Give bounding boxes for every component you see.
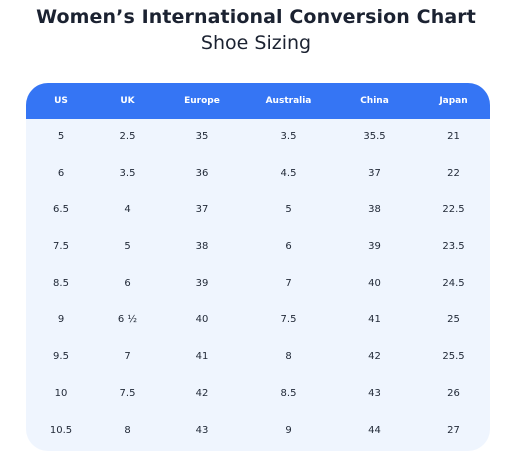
table-cell-japan: 25.5 bbox=[442, 351, 465, 363]
table-cell-china: 42 bbox=[368, 351, 381, 363]
table-cell-china: 40 bbox=[368, 277, 381, 289]
table-row: 8.5 6 39 7 40 24.5 bbox=[26, 266, 490, 303]
table-row: 9.5 7 41 8 42 25.5 bbox=[26, 339, 490, 376]
table-cell-us: 8.5 bbox=[53, 277, 69, 289]
table-cell-europe: 37 bbox=[195, 204, 209, 216]
table-cell-europe: 40 bbox=[195, 314, 209, 326]
table-cell-europe: 35 bbox=[195, 131, 209, 142]
table-cell-china: 35.5 bbox=[363, 131, 386, 142]
header-china: China bbox=[360, 96, 389, 106]
table-cell-australia: 5 bbox=[285, 204, 292, 216]
table-cell-japan: 22 bbox=[447, 167, 460, 179]
table-row: 10.5 8 43 9 44 27 bbox=[26, 413, 490, 450]
table-cell-japan: 22.5 bbox=[442, 204, 465, 216]
table-cell-uk: 2.5 bbox=[119, 131, 136, 142]
header-us: US bbox=[54, 96, 68, 106]
header-japan: Japan bbox=[439, 96, 468, 106]
table-cell-europe: 42 bbox=[195, 387, 209, 399]
table-cell-australia: 6 bbox=[285, 241, 292, 253]
table-cell-japan: 26 bbox=[447, 387, 460, 399]
table-cell-us: 5 bbox=[57, 131, 65, 142]
table-cell-china: 44 bbox=[368, 424, 381, 436]
table-cell-us: 9.5 bbox=[53, 351, 69, 363]
table-cell-europe: 43 bbox=[195, 424, 209, 436]
table-cell-uk: 6 bbox=[124, 277, 131, 289]
table-cell-australia: 8 bbox=[285, 351, 292, 363]
table-cell-europe: 38 bbox=[195, 241, 209, 253]
table-cell-us: 6 bbox=[57, 167, 65, 179]
table-cell-us: 10 bbox=[54, 387, 68, 399]
table-row: 7.5 5 38 6 39 23.5 bbox=[26, 229, 490, 266]
table-cell-australia: 3.5 bbox=[280, 131, 297, 142]
table-row: 6 3.5 36 4.5 37 22 bbox=[26, 156, 490, 193]
table-cell-australia: 4.5 bbox=[280, 167, 297, 179]
table-cell-europe: 41 bbox=[195, 351, 209, 363]
table-row: 9 6 ½ 40 7.5 41 25 bbox=[26, 302, 490, 339]
header-europe: Europe bbox=[184, 96, 220, 106]
table-header: US UK Europe Australia China Japan bbox=[26, 83, 490, 119]
table-cell-uk: 5 bbox=[124, 241, 131, 253]
table-cell-europe: 36 bbox=[195, 167, 209, 179]
chart-title: Women’s International Conversion Chart bbox=[36, 6, 476, 28]
table-cell-uk: 7 bbox=[124, 351, 131, 363]
table-cell-japan: 27 bbox=[447, 424, 460, 436]
header-australia: Australia bbox=[265, 96, 312, 106]
table-cell-china: 41 bbox=[368, 314, 381, 326]
table-row: 10 7.5 42 8.5 43 26 bbox=[26, 376, 490, 413]
table-body: 5 2.5 35 3.5 35.5 21 6 3.5 36 4.5 37 22 … bbox=[26, 119, 490, 449]
table-cell-china: 37 bbox=[368, 167, 381, 179]
table-cell-us: 10.5 bbox=[49, 424, 73, 436]
table-row: 6.5 4 37 5 38 22.5 bbox=[26, 192, 490, 229]
table-cell-australia: 7 bbox=[285, 277, 292, 289]
table-row: 5 2.5 35 3.5 35.5 21 bbox=[26, 119, 490, 156]
table-cell-japan: 23.5 bbox=[442, 241, 465, 253]
table-cell-uk: 4 bbox=[124, 204, 131, 216]
header-uk: UK bbox=[120, 96, 135, 106]
table-cell-australia: 8.5 bbox=[280, 387, 297, 399]
table-cell-china: 38 bbox=[368, 204, 381, 216]
table-cell-us: 7.5 bbox=[53, 241, 69, 253]
conversion-table: US UK Europe Australia China Japan 5 2.5… bbox=[26, 83, 490, 451]
table-cell-uk: 7.5 bbox=[119, 387, 136, 399]
table-cell-us: 9 bbox=[57, 314, 65, 326]
table-cell-us: 6.5 bbox=[53, 204, 69, 216]
table-cell-australia: 7.5 bbox=[280, 314, 297, 326]
table-cell-uk: 8 bbox=[124, 424, 131, 436]
table-cell-japan: 21 bbox=[447, 131, 460, 142]
chart-subtitle: Shoe Sizing bbox=[200, 32, 312, 54]
table-cell-europe: 39 bbox=[195, 277, 209, 289]
table-cell-japan: 25 bbox=[447, 314, 460, 326]
table-cell-australia: 9 bbox=[285, 424, 292, 436]
table-cell-uk: 3.5 bbox=[119, 167, 136, 179]
table-cell-uk: 6 ½ bbox=[117, 314, 138, 326]
table-cell-china: 39 bbox=[368, 241, 381, 253]
table-cell-japan: 24.5 bbox=[442, 277, 465, 289]
table-cell-china: 43 bbox=[368, 387, 381, 399]
